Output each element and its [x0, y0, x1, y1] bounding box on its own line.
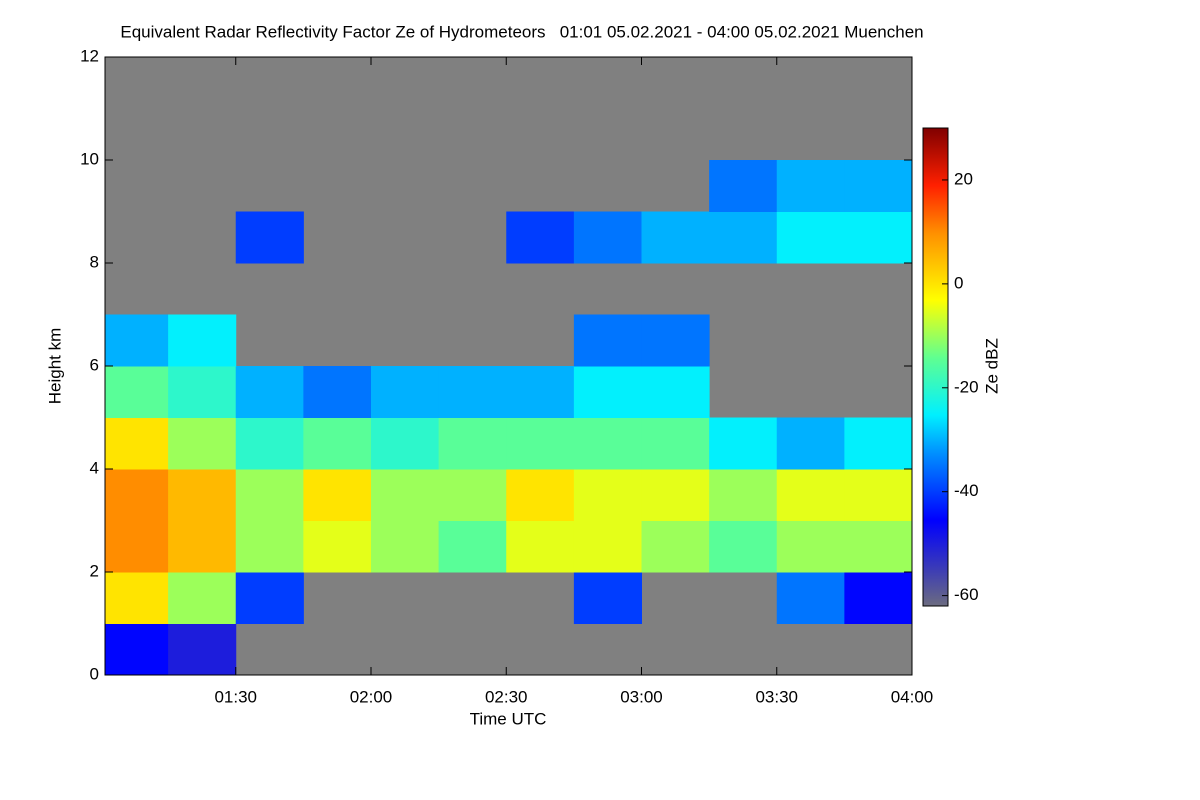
cell: [573, 520, 642, 573]
colorbar-tick-label: -20: [954, 377, 979, 396]
cell: [506, 211, 575, 264]
cell: [370, 469, 440, 521]
cell: [235, 520, 304, 573]
x-tick-label: 04:00: [891, 687, 934, 706]
cell: [844, 572, 913, 624]
y-tick-label: 6: [90, 355, 99, 374]
colorbar-tick-label: -60: [954, 585, 979, 604]
chart-title: Equivalent Radar Reflectivity Factor Ze …: [120, 22, 923, 41]
cell: [844, 520, 913, 573]
cell: [641, 366, 710, 418]
cell: [573, 469, 642, 521]
y-tick-label: 4: [90, 458, 99, 477]
cell: [641, 469, 710, 521]
x-tick-label: 03:30: [755, 687, 798, 706]
x-tick-label: 03:00: [620, 687, 663, 706]
cell: [641, 211, 710, 264]
cell: [573, 572, 642, 624]
cell: [168, 314, 237, 367]
cell: [168, 623, 237, 676]
cell: [438, 520, 507, 573]
cell: [776, 211, 845, 264]
cell: [168, 572, 237, 624]
colorbar-tick-label: -40: [954, 481, 979, 500]
cell: [303, 520, 372, 573]
cell: [506, 520, 575, 573]
cell: [235, 211, 304, 264]
cell: [168, 417, 237, 470]
cell: [506, 469, 575, 521]
x-axis-label: Time UTC: [470, 709, 547, 728]
cell: [235, 366, 304, 418]
x-tick-label: 02:00: [350, 687, 393, 706]
cell: [105, 417, 169, 470]
cell: [844, 160, 913, 212]
x-tick-label: 01:30: [214, 687, 257, 706]
y-tick-label: 12: [80, 46, 99, 65]
cell: [105, 520, 169, 573]
cell: [573, 314, 642, 367]
cell: [303, 417, 372, 470]
cell: [573, 417, 642, 470]
cell: [844, 417, 913, 470]
cell: [641, 417, 710, 470]
cell: [105, 572, 169, 624]
cell: [573, 366, 642, 418]
cell: [370, 520, 440, 573]
cell: [641, 314, 710, 367]
cell: [776, 520, 845, 573]
cell: [105, 314, 169, 367]
cell: [506, 366, 575, 418]
cell: [709, 520, 778, 573]
cell: [776, 469, 845, 521]
y-tick-label: 2: [90, 561, 99, 580]
cell: [168, 366, 237, 418]
cell: [438, 417, 507, 470]
cell: [105, 366, 169, 418]
y-tick-label: 0: [90, 664, 99, 683]
cell: [235, 469, 304, 521]
cell: [506, 417, 575, 470]
cell: [776, 417, 845, 470]
cell: [709, 160, 778, 212]
y-axis-label: Height km: [45, 328, 64, 405]
cell: [168, 469, 237, 521]
cell: [438, 366, 507, 418]
cell: [709, 211, 778, 264]
y-tick-label: 10: [80, 149, 99, 168]
colorbar-label: Ze dBZ: [982, 338, 1001, 394]
cell: [776, 160, 845, 212]
cell: [105, 623, 169, 676]
x-tick-label: 02:30: [485, 687, 528, 706]
cell: [776, 572, 845, 624]
colorbar: [922, 127, 949, 607]
colorbar-tick-label: 20: [954, 169, 973, 188]
cell: [303, 366, 372, 418]
cell: [168, 520, 237, 573]
cell: [573, 211, 642, 264]
cell: [370, 417, 440, 470]
cell: [370, 366, 440, 418]
cell: [235, 417, 304, 470]
cell: [709, 469, 778, 521]
cell: [303, 469, 372, 521]
cell: [235, 572, 304, 624]
cell: [709, 417, 778, 470]
cell: [438, 469, 507, 521]
cell: [641, 520, 710, 573]
colorbar-tick-label: 0: [954, 273, 963, 292]
cell: [844, 211, 913, 264]
cell: [844, 469, 913, 521]
cell: [105, 469, 169, 521]
y-tick-label: 8: [90, 252, 99, 271]
